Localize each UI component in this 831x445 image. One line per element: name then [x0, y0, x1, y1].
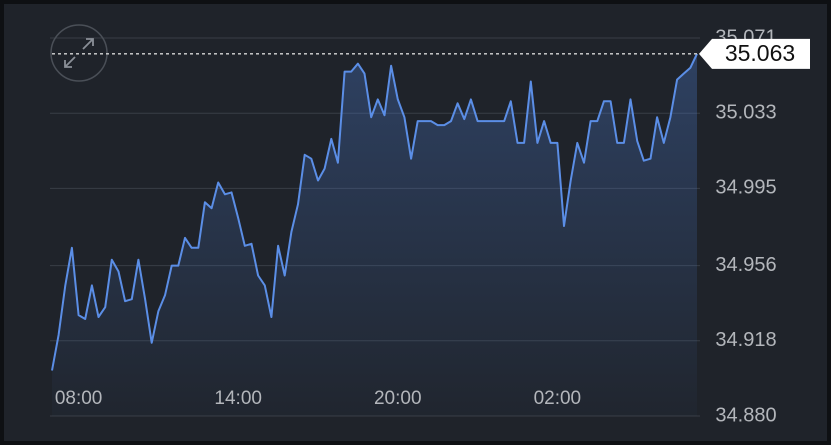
expand-button[interactable]: [50, 24, 108, 82]
x-tick-label: 14:00: [214, 388, 262, 409]
x-tick-label: 02:00: [534, 388, 582, 409]
last-price-label: 35.063: [725, 40, 795, 66]
y-tick-label: 34.956: [715, 254, 776, 276]
last-price-box: [699, 38, 810, 69]
area: [52, 53, 697, 417]
expand-circle[interactable]: [50, 24, 108, 82]
y-tick-label: 34.880: [715, 404, 776, 426]
y-tick-label: 35.033: [715, 101, 776, 123]
x-tick-label: 20:00: [374, 388, 422, 409]
y-tick-label: 34.918: [715, 329, 776, 351]
plot: [51, 53, 698, 417]
price-tag: 35.063: [52, 38, 810, 69]
line: [51, 53, 698, 371]
expand-icon[interactable]: [64, 38, 94, 68]
y-tick-label: 34.995: [715, 177, 776, 199]
x-tick-label: 08:00: [55, 388, 103, 409]
